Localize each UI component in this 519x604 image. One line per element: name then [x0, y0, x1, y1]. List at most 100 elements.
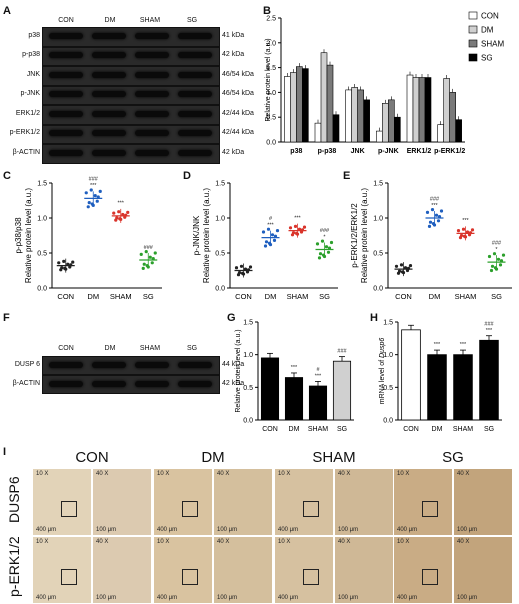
- x-tick-label: SHAM: [110, 292, 132, 301]
- ihc-image: 40 X 100 μm: [453, 468, 513, 536]
- data-point: [317, 256, 322, 260]
- x-tick-label: CON: [57, 292, 74, 301]
- significance-mark: ###: [484, 321, 494, 327]
- bar-sg: [479, 339, 499, 421]
- ihc-scale-label: 100 μm: [96, 595, 117, 601]
- ihc-scale-label: 400 μm: [157, 527, 178, 533]
- y-tick-label: 1.5: [215, 181, 225, 188]
- blot-a-row-strip: [42, 46, 220, 66]
- x-tick-label: p-ERK1/2: [434, 148, 465, 155]
- significance-mark: ###: [144, 245, 154, 251]
- blot-f-row-kda: 44 kDa: [222, 360, 245, 368]
- ihc-col-dm: DM: [201, 449, 225, 466]
- data-point: [425, 210, 430, 214]
- x-tick-label: DM: [265, 292, 277, 301]
- significance-mark: ###: [337, 349, 347, 355]
- x-tick-label: DM: [432, 426, 443, 433]
- data-point: [439, 209, 444, 213]
- data-point: [141, 266, 145, 270]
- y-axis-label: Relative protein level (a.u.): [24, 188, 33, 283]
- data-point: [264, 240, 269, 244]
- panel-letter-b: B: [263, 5, 271, 17]
- data-point: [394, 264, 399, 268]
- ihc-scale-label: 400 μm: [278, 595, 299, 601]
- significance-mark: ***: [431, 203, 438, 209]
- blot-f-row-band: [49, 380, 83, 387]
- lane-head-sg: SG: [186, 345, 198, 352]
- y-tick-label: 0.0: [373, 286, 383, 293]
- significance-mark: ###: [89, 177, 99, 183]
- panel-letter-i: I: [3, 446, 7, 458]
- ihc-magnification: 40 X: [457, 539, 470, 545]
- ihc-scale-label: 400 μm: [397, 595, 418, 601]
- legend-swatch-sg: [468, 53, 478, 62]
- blot-a-row-label: p-ERK1/2: [9, 129, 40, 137]
- chart-title: p-ERK1/2/ERK1/2: [350, 203, 359, 268]
- blot-f-row-band: [178, 380, 212, 387]
- data-point: [408, 264, 413, 268]
- panel-letter-g: G: [227, 312, 236, 324]
- legend-label-dm: DM: [481, 26, 494, 35]
- ihc-row-dusp6: DUSP6: [6, 476, 22, 523]
- ihc-scale-label: 400 μm: [157, 595, 178, 601]
- y-axis-label: Relative protein level (a.u.): [235, 329, 242, 412]
- blot-a-row-label: p38: [28, 31, 40, 39]
- ihc-magnification: 40 X: [217, 539, 230, 545]
- x-tick-label: p-p38: [318, 148, 337, 155]
- chart-d: 0.0 0.5 1.0 1.5 p-JNK/JNK Relative protein le…: [192, 181, 338, 301]
- y-tick-label: 0.0: [215, 286, 225, 293]
- blot-a-row-band: [178, 71, 212, 78]
- data-point: [428, 220, 433, 224]
- ihc-zoom-box: [422, 569, 438, 585]
- significance-mark: ***: [462, 218, 469, 224]
- data-point: [456, 229, 461, 233]
- blot-a-row-band: [135, 52, 169, 59]
- data-point: [434, 213, 439, 217]
- significance-mark: ###: [492, 240, 502, 246]
- panel-letter-f: F: [3, 312, 10, 324]
- data-point: [320, 239, 325, 243]
- data-point: [461, 227, 466, 231]
- blot-a-row-strip: [42, 66, 220, 86]
- data-point: [436, 219, 441, 223]
- ihc-magnification: 10 X: [278, 539, 291, 545]
- blot-a-row-band: [92, 149, 126, 156]
- y-tick-label: 1.5: [243, 320, 253, 327]
- y-tick-label: 0.5: [37, 251, 47, 258]
- blot-a-row-band: [178, 130, 212, 137]
- bar-dm: [427, 354, 447, 421]
- data-point: [326, 250, 331, 254]
- significance-mark: ***: [434, 342, 441, 348]
- data-point: [266, 227, 271, 231]
- ihc-scale-label: 400 μm: [397, 527, 418, 533]
- y-tick-label: 0.0: [266, 140, 276, 147]
- significance-mark: ***: [315, 374, 322, 380]
- x-tick-label: DM: [429, 292, 441, 301]
- data-point: [272, 238, 277, 242]
- blot-f-row-band: [49, 361, 83, 368]
- blot-a-row-band: [178, 52, 212, 59]
- significance-mark: ***: [118, 201, 125, 207]
- data-point: [329, 240, 334, 245]
- blot-a-row-kda: 42/44 kDa: [222, 129, 254, 137]
- blot-f-row-strip: [42, 356, 220, 375]
- data-point: [71, 260, 75, 264]
- data-point: [263, 244, 268, 248]
- ihc-image: 40 X 100 μm: [92, 536, 152, 604]
- ihc-magnification: 40 X: [96, 471, 109, 477]
- data-point: [112, 211, 116, 215]
- y-tick-label: 0.0: [243, 418, 253, 425]
- blot-f-row-band: [135, 361, 169, 368]
- x-tick-label: JNK: [351, 148, 365, 155]
- ihc-image: 10 X 400 μm: [153, 468, 213, 536]
- x-tick-label: CON: [403, 426, 419, 433]
- data-point: [324, 245, 329, 249]
- significance-mark: ***: [294, 215, 301, 221]
- y-tick-label: 1.5: [266, 65, 276, 72]
- blot-a-row-band: [178, 32, 212, 39]
- x-tick-label: SG: [484, 426, 494, 433]
- x-tick-label: SG: [337, 426, 347, 433]
- chart-c: 0.0 0.5 1.0 1.5 p-p38/p38 Relative protein le…: [14, 177, 162, 301]
- blot-a-row-band: [135, 91, 169, 98]
- data-point: [318, 252, 323, 256]
